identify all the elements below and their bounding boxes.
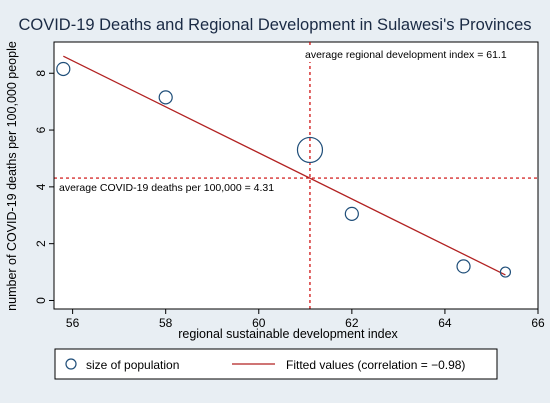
y-tick-label: 4 [34,183,48,190]
x-tick-label: 64 [438,316,452,330]
plot-area: average regional development index = 61.… [53,41,539,310]
x-axis: 56 58 60 62 64 66 [54,308,545,330]
chart-title: COVID-19 Deaths and Regional Development… [18,16,531,34]
reference-lines [54,42,538,309]
y-tick-label: 6 [34,126,48,133]
legend: size of population Fitted values (correl… [54,348,498,380]
data-points [56,61,512,278]
data-point-3 [296,136,324,164]
data-point-1 [56,61,71,77]
x-axis-label: regional sustainable development index [178,327,398,341]
horizontal-reference-label: average COVID-19 deaths per 100,000 = 4.… [59,182,274,194]
x-tick-label: 56 [66,316,80,330]
vertical-reference-label-bg [304,48,508,62]
horizontal-reference-label-bg [58,181,276,195]
legend-label-population: size of population [86,358,179,372]
data-point-2 [158,90,173,105]
data-point-5 [456,259,471,274]
y-tick-label: 0 [34,297,48,304]
fitted-line-group [63,55,506,276]
legend-box [54,348,498,380]
x-tick-label: 58 [159,316,173,330]
legend-label-fitted: Fitted values (correlation = −0.98) [286,358,465,372]
legend-marker-population [65,358,77,370]
x-tick-label: 60 [252,316,266,330]
data-point-4 [344,206,359,221]
x-tick-label: 66 [531,316,545,330]
y-axis-label: number of COVID-19 deaths per 100,000 pe… [5,41,19,311]
y-tick-label: 2 [34,240,48,247]
vertical-reference-label: average regional development index = 61.… [305,49,507,61]
y-tick-label: 8 [34,70,48,77]
x-tick-label: 62 [345,316,359,330]
plot-frame [53,41,539,310]
fitted-line [63,55,506,276]
y-axis: 0 2 4 6 8 [34,42,55,309]
data-point-6 [499,266,512,278]
